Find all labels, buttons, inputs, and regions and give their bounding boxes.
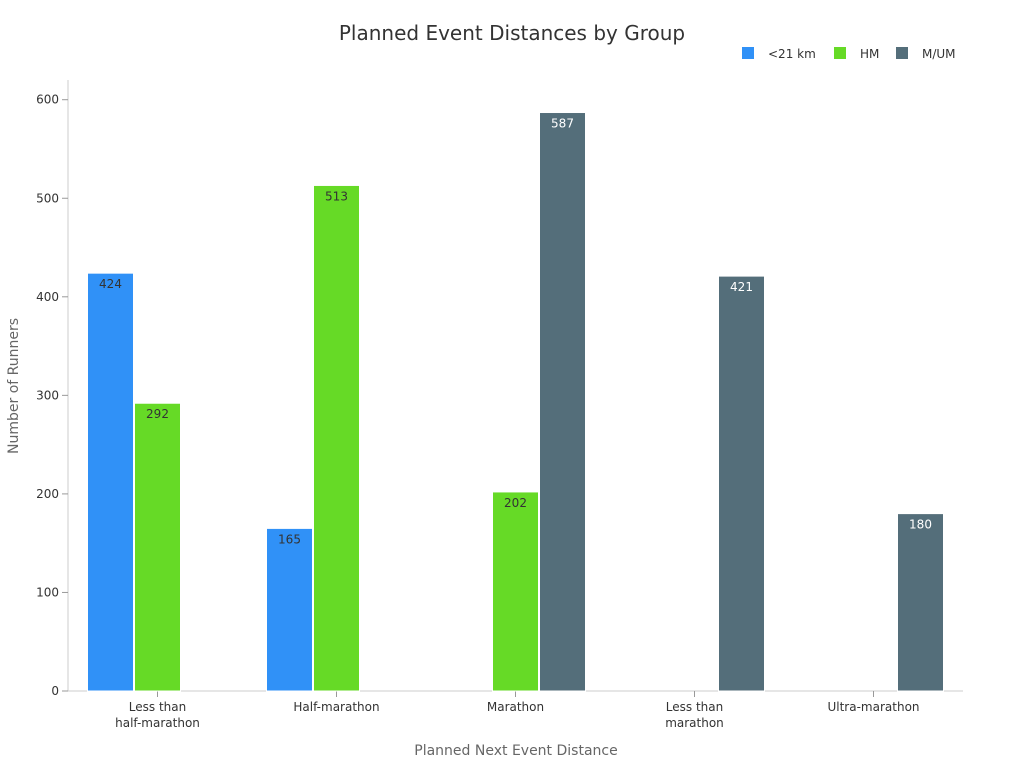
bar [313, 184, 360, 692]
bar [539, 112, 586, 692]
data-label: 202 [504, 496, 527, 510]
x-tick-label: Marathon [487, 700, 544, 714]
x-tick-label: Less than marathon [665, 700, 724, 730]
legend-label: <21 km [768, 47, 816, 61]
bar [266, 527, 313, 692]
data-label: 424 [99, 277, 122, 291]
y-tick-label: 400 [36, 290, 59, 304]
x-tick-label: Less than half-marathon [115, 700, 200, 730]
bar [134, 402, 181, 692]
data-label: 421 [730, 280, 753, 294]
x-tick-label: Half-marathon [293, 700, 379, 714]
y-tick-label: 300 [36, 388, 59, 402]
bar [718, 275, 765, 692]
y-tick-label: 100 [36, 585, 59, 599]
bar [492, 491, 539, 692]
data-label: 292 [146, 407, 169, 421]
y-tick-label: 0 [51, 684, 59, 698]
plot-area: 0 100 200 300 400 500 600 Less than half-maratho… [36, 80, 963, 730]
y-tick-label: 600 [36, 93, 59, 107]
x-axis-label: Planned Next Event Distance [414, 743, 617, 759]
legend-label: M/UM [922, 47, 956, 61]
bar [897, 513, 944, 692]
legend-swatch [742, 47, 754, 59]
chart-title: Planned Event Distances by Group [339, 21, 685, 45]
x-tick-label: Ultra-marathon [827, 700, 919, 714]
data-label: 165 [278, 532, 301, 546]
y-tick-label: 200 [36, 487, 59, 501]
legend-swatch [834, 47, 846, 59]
legend-label: HM [860, 47, 879, 61]
data-label: 587 [551, 117, 574, 131]
data-label: 513 [325, 189, 348, 203]
y-axis-label: Number of Runners [6, 318, 22, 454]
y-tick-label: 500 [36, 191, 59, 205]
bar [87, 272, 134, 692]
data-label: 180 [909, 518, 932, 532]
legend: <21 km HM M/UM [742, 47, 956, 61]
legend-swatch [896, 47, 908, 59]
